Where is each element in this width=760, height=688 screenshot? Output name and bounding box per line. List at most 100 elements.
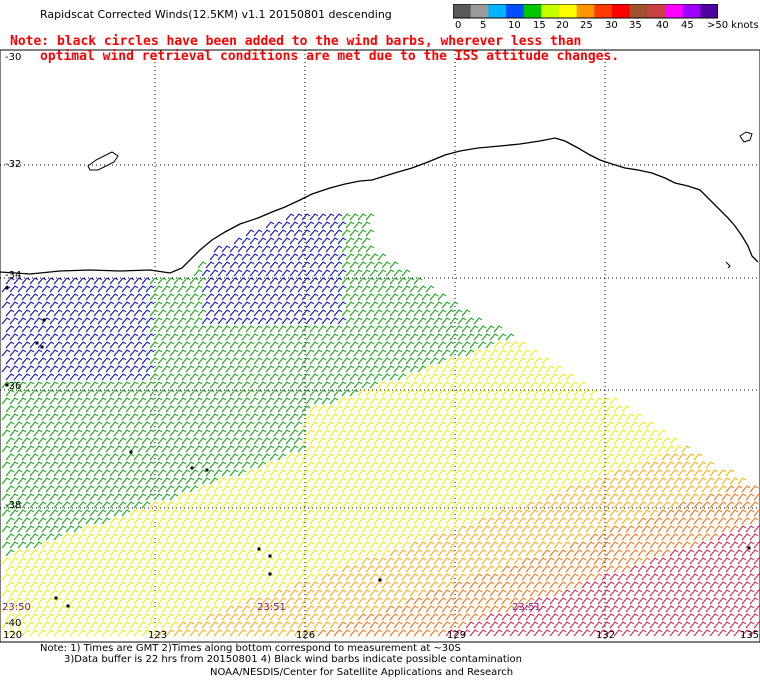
- wind-barb: [53, 357, 63, 365]
- wind-barb: [461, 485, 471, 493]
- wind-barb: [205, 277, 215, 285]
- wind-barb: [521, 413, 531, 421]
- wind-barb: [293, 213, 303, 221]
- wind-barb: [153, 317, 163, 325]
- wind-barb: [477, 357, 487, 365]
- wind-barb: [629, 533, 639, 541]
- wind-barb: [605, 485, 615, 493]
- wind-barb: [553, 573, 563, 581]
- wind-barb: [249, 525, 259, 533]
- wind-barb: [237, 453, 247, 461]
- wind-barb: [181, 341, 191, 349]
- wind-barb: [509, 469, 519, 477]
- wind-barb: [229, 533, 239, 541]
- wind-barb: [213, 437, 223, 445]
- wind-barb: [117, 309, 127, 317]
- wind-barb: [21, 613, 31, 621]
- wind-barb: [97, 397, 107, 405]
- wind-barb: [653, 469, 663, 477]
- wind-barb: [89, 317, 99, 325]
- wind-barb: [693, 485, 703, 493]
- wind-barb: [261, 421, 271, 429]
- wind-barb: [477, 453, 487, 461]
- wind-barb: [269, 277, 279, 285]
- wind-barb: [325, 485, 335, 493]
- wind-barb: [129, 477, 139, 485]
- wind-barb: [421, 533, 431, 541]
- wind-barb: [25, 445, 35, 453]
- wind-barb: [109, 309, 119, 317]
- wind-barb: [225, 413, 235, 421]
- wind-barb: [605, 453, 615, 461]
- wind-barb: [21, 597, 31, 605]
- wind-barb: [469, 517, 479, 525]
- wind-barb: [41, 349, 51, 357]
- wind-barb: [485, 485, 495, 493]
- wind-barb: [285, 517, 295, 525]
- wind-barb: [261, 309, 271, 317]
- wind-barb: [9, 573, 19, 581]
- wind-barb: [557, 373, 567, 381]
- wind-barb: [117, 405, 127, 413]
- wind-barb: [229, 565, 239, 573]
- wind-barb: [365, 469, 375, 477]
- wind-barb: [365, 501, 375, 509]
- wind-barb: [321, 269, 331, 277]
- wind-barb: [277, 277, 287, 285]
- wind-barb: [733, 613, 743, 621]
- wind-barb: [533, 613, 543, 621]
- wind-barb: [481, 461, 491, 469]
- wind-barb: [373, 421, 383, 429]
- wind-barb: [525, 549, 535, 557]
- wind-barb: [305, 429, 315, 437]
- wind-barb: [77, 437, 87, 445]
- wind-barb: [481, 349, 491, 357]
- wind-barb: [205, 581, 215, 589]
- wind-barb: [705, 541, 715, 549]
- wind-barb: [417, 621, 427, 629]
- wind-barb: [345, 317, 355, 325]
- wind-barb: [441, 493, 451, 501]
- wind-barb: [637, 629, 647, 637]
- wind-barb: [601, 445, 611, 453]
- wind-barb: [209, 429, 219, 437]
- wind-barb: [517, 469, 527, 477]
- wind-barb: [529, 541, 539, 549]
- wind-barb: [397, 613, 407, 621]
- wind-barb: [405, 533, 415, 541]
- wind-barb: [249, 557, 259, 565]
- wind-barb: [349, 245, 359, 253]
- wind-barb: [445, 373, 455, 381]
- wind-barb: [561, 493, 571, 501]
- wind-barb: [273, 221, 283, 229]
- wind-barb: [221, 501, 231, 509]
- wind-barb: [177, 349, 187, 357]
- wind-barb: [497, 445, 507, 453]
- wind-barb: [353, 365, 363, 373]
- wind-barb: [141, 341, 151, 349]
- wind-barb: [609, 573, 619, 581]
- wind-barb: [61, 565, 71, 573]
- wind-barb: [293, 405, 303, 413]
- wind-barb: [1, 557, 11, 565]
- wind-barb: [469, 437, 479, 445]
- wind-barb: [469, 549, 479, 557]
- wind-barb: [609, 445, 619, 453]
- wind-barb: [201, 445, 211, 453]
- wind-barb: [257, 269, 267, 277]
- wind-barb: [293, 325, 303, 333]
- wind-barb: [417, 285, 427, 293]
- wind-barb: [737, 621, 747, 629]
- wind-barb: [197, 485, 207, 493]
- wind-barb: [297, 557, 307, 565]
- wind-barb: [161, 477, 171, 485]
- wind-barb: [397, 469, 407, 477]
- wind-barb: [173, 613, 183, 621]
- wind-barb: [577, 557, 587, 565]
- wind-barb: [29, 453, 39, 461]
- wind-barb: [425, 317, 435, 325]
- wind-barb: [437, 517, 447, 525]
- wind-barb: [593, 477, 603, 485]
- wind-barb: [509, 357, 519, 365]
- wind-barb: [697, 589, 707, 597]
